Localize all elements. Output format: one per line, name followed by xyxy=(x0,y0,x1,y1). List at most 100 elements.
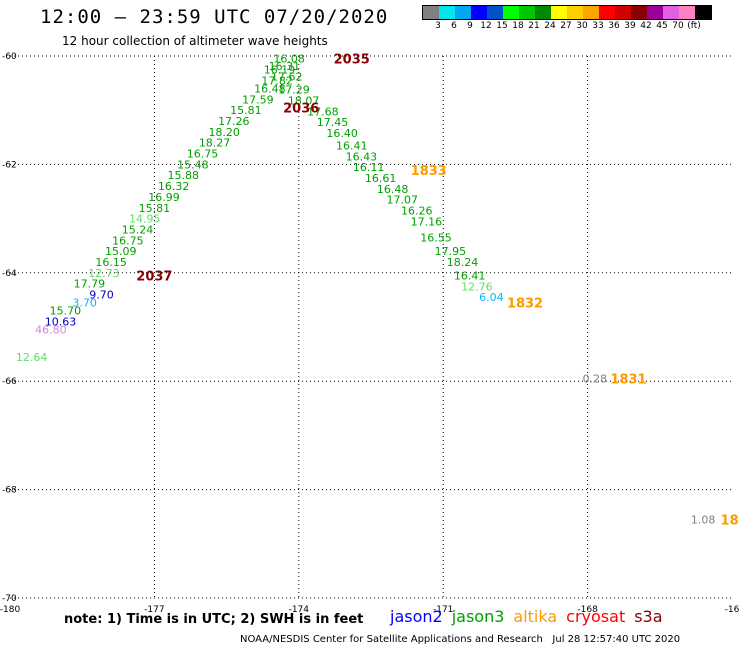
color-scale-label: 21 xyxy=(528,21,540,31)
legend-jason3: jason3 xyxy=(451,607,505,626)
y-tick-label: -62 xyxy=(2,160,17,170)
wave-height-label: 18.07 xyxy=(288,94,320,107)
color-scale-swatch xyxy=(487,6,503,19)
color-scale-label: 24 xyxy=(544,21,556,31)
wave-height-label: 16.15 xyxy=(95,256,127,269)
wave-height-label: 14.95 xyxy=(129,213,161,226)
color-scale-label: 27 xyxy=(560,21,572,31)
time-label: 2036 xyxy=(283,101,319,116)
color-scale-label: 15 xyxy=(496,21,508,31)
wave-height-label: 15.24 xyxy=(122,223,154,236)
x-tick-label: -174 xyxy=(289,605,310,615)
wave-height-label: 6.04 xyxy=(479,291,504,304)
color-scale-swatch xyxy=(535,6,551,19)
wave-height-label: 10.63 xyxy=(45,316,77,329)
wave-height-label: 16.08 xyxy=(273,53,305,66)
color-scale-label: (ft) xyxy=(687,21,701,31)
wave-height-label: 17.62 xyxy=(271,71,303,84)
wave-height-label: 16.41 xyxy=(336,139,368,152)
color-scale-swatch xyxy=(551,6,567,19)
wave-height-label: 17.07 xyxy=(387,194,419,207)
time-label: 2035 xyxy=(334,53,370,68)
wave-height-label: 17.68 xyxy=(307,105,339,118)
y-tick-label: -66 xyxy=(2,377,17,387)
color-scale-swatch xyxy=(439,6,455,19)
wave-height-label: 16.99 xyxy=(148,191,180,204)
y-tick-label: -70 xyxy=(2,594,17,604)
legend-altika: altika xyxy=(513,607,558,626)
x-tick-label: -180 xyxy=(0,605,20,615)
color-scale-label: 70 xyxy=(672,21,684,31)
legend-jason2: jason2 xyxy=(390,607,443,626)
wave-height-label: 15.88 xyxy=(168,169,200,182)
color-scale-label: 33 xyxy=(592,21,604,31)
color-scale-swatch xyxy=(647,6,663,19)
color-scale-label: 12 xyxy=(480,21,492,31)
wave-height-label: 18.20 xyxy=(208,126,240,139)
footer-timestamp: Jul 28 12:57:40 UTC 2020 xyxy=(552,634,681,645)
color-scale-label: 36 xyxy=(608,21,620,31)
legend-s3a: s3a xyxy=(634,607,663,626)
wave-height-label: 15.81 xyxy=(230,104,262,117)
wave-height-label: 1.08 xyxy=(691,513,716,526)
color-scale-swatch xyxy=(503,6,519,19)
wave-height-label: 15.48 xyxy=(177,158,209,171)
wave-height-label: 16.11 xyxy=(353,161,385,174)
chart-title: 12:00 – 23:59 UTC 07/20/2020 xyxy=(40,6,389,28)
x-tick-label: -177 xyxy=(144,605,164,615)
color-scale-swatch xyxy=(679,6,695,19)
color-scale-label: 42 xyxy=(640,21,652,31)
y-tick-label: -68 xyxy=(2,486,17,496)
color-scale-swatch xyxy=(631,6,647,19)
color-scale-swatch xyxy=(583,6,599,19)
color-scale-swatch xyxy=(519,6,535,19)
time-label: 1832 xyxy=(507,297,543,312)
color-scale-swatch xyxy=(615,6,631,19)
color-scale-label: 39 xyxy=(624,21,636,31)
wave-height-label: 16.32 xyxy=(158,180,190,193)
wave-height-label: 17.79 xyxy=(74,278,106,291)
color-scale-swatch xyxy=(695,6,711,19)
color-scale-swatch xyxy=(423,6,439,19)
color-scale-swatch xyxy=(567,6,583,19)
wave-height-label: 9.70 xyxy=(89,288,114,301)
y-tick-label: -60 xyxy=(2,52,17,62)
color-scale-swatch xyxy=(663,6,679,19)
wave-height-label: 15.70 xyxy=(50,305,82,318)
wave-height-label: 12.64 xyxy=(16,351,48,364)
color-scale-label: 9 xyxy=(467,21,473,31)
color-scale-boxes xyxy=(422,5,712,20)
wave-height-label: 16.75 xyxy=(187,148,219,161)
wave-height-label: 16.61 xyxy=(365,172,397,185)
footer-credit: NOAA/NESDIS Center for Satellite Applica… xyxy=(240,634,680,645)
wave-height-label: 16.43 xyxy=(346,150,378,163)
wave-height-label: 18.27 xyxy=(199,137,231,150)
wave-height-label: 15.09 xyxy=(105,245,137,258)
x-tick-label: -171 xyxy=(433,605,453,615)
wave-height-label: 16.75 xyxy=(112,234,144,247)
wave-height-label: 17.29 xyxy=(278,84,310,97)
wave-height-label: 16.41 xyxy=(454,270,486,283)
wave-height-label: 12.73 xyxy=(88,267,120,280)
legend-cryosat: cryosat xyxy=(566,607,626,626)
time-label: 1833 xyxy=(411,164,447,179)
chart-subtitle: 12 hour collection of altimeter wave hei… xyxy=(62,34,328,48)
wave-height-label: 17.16 xyxy=(411,215,443,228)
legend-note: note: 1) Time is in UTC; 2) SWH is in fe… xyxy=(64,612,364,627)
wave-height-label: 16.40 xyxy=(326,127,358,140)
wave-height-label: 16.19 xyxy=(264,64,296,77)
wave-height-label: 16.26 xyxy=(401,204,433,217)
time-label: 1831 xyxy=(610,372,646,387)
color-scale-label: 45 xyxy=(656,21,668,31)
wave-height-label: 18.24 xyxy=(447,256,479,269)
wave-height-label: 16.55 xyxy=(420,232,452,245)
color-scale-swatch xyxy=(599,6,615,19)
color-scale: 3 6 9 12 15 18 21 24 27 30 33 36 39 42 45 70 (ft) xyxy=(422,5,712,32)
wave-height-label: 17.82 xyxy=(261,74,293,87)
satellite-legend: jason2 jason3 altika cryosat s3a xyxy=(390,607,672,626)
wave-height-label: 15.81 xyxy=(139,202,171,215)
footer-org: NOAA/NESDIS Center for Satellite Applica… xyxy=(240,634,543,645)
wave-height-label: 17.45 xyxy=(317,116,349,129)
x-tick-label: -168 xyxy=(577,605,598,615)
